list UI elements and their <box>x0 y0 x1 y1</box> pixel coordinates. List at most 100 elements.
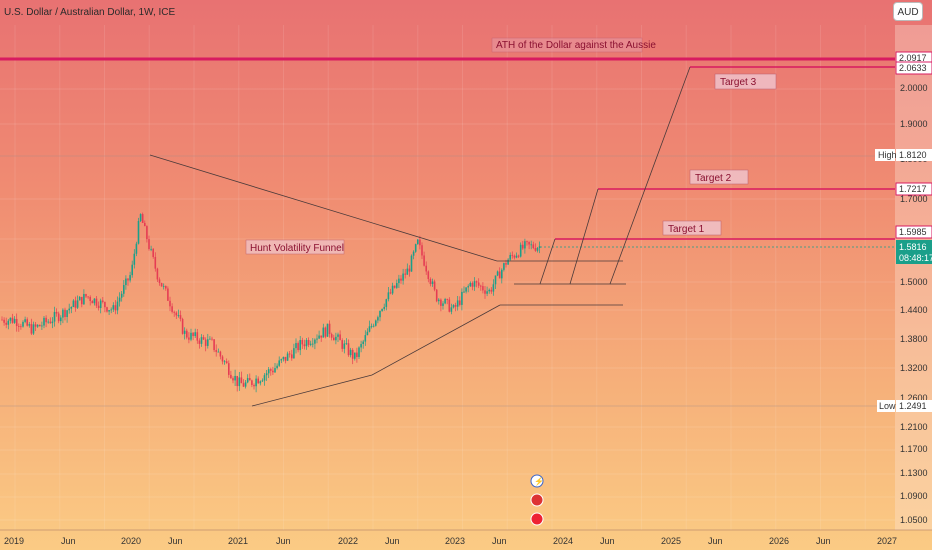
candle-body <box>438 299 440 302</box>
candle-body <box>28 324 31 326</box>
candle-body <box>36 324 39 327</box>
candle-body <box>515 255 518 258</box>
candle-body <box>49 321 52 324</box>
candle-body <box>133 253 136 265</box>
candle-body <box>272 370 274 373</box>
candle-body <box>91 301 94 304</box>
level-lines <box>0 57 895 407</box>
candle-body <box>364 335 367 342</box>
candle-body <box>280 359 283 361</box>
x-tick: 2027 <box>877 536 897 546</box>
candle-body <box>211 338 213 340</box>
candle-body <box>396 283 398 288</box>
candle-body <box>259 381 262 384</box>
x-tick: Jun <box>708 536 723 546</box>
candle-body <box>345 343 348 345</box>
candle-body <box>110 309 112 311</box>
candle-body <box>85 294 87 297</box>
time-axis[interactable]: 2019 Jun 2020 Jun 2021 Jun 2022 Jun 2023… <box>0 529 932 546</box>
y-tick: 1.5000 <box>900 277 928 287</box>
candle-body <box>32 324 35 334</box>
candle-body <box>11 317 14 323</box>
candle-body <box>106 307 108 312</box>
candle-body <box>57 313 60 322</box>
candle-body <box>477 282 480 286</box>
candle-body <box>20 326 22 328</box>
candle-body <box>43 317 45 326</box>
candle-body <box>475 281 478 283</box>
x-tick: Jun <box>61 536 76 546</box>
candle-body <box>177 315 180 316</box>
candle-body <box>372 325 375 327</box>
candle-body <box>137 221 140 244</box>
last-price-tag <box>896 240 932 264</box>
candle-body <box>299 340 301 351</box>
candle-body <box>200 337 203 344</box>
candle-body <box>517 255 520 257</box>
y-tick: 1.2100 <box>900 422 928 432</box>
candle-body <box>1 319 3 321</box>
candle-body <box>51 321 54 324</box>
candle-body <box>87 296 89 298</box>
candle-body <box>450 307 453 312</box>
x-tick: 2019 <box>4 536 24 546</box>
candle-body <box>70 306 73 309</box>
candle-body <box>431 281 434 285</box>
candle-body <box>465 287 467 292</box>
candle-body <box>498 271 501 279</box>
candle-body <box>501 269 503 279</box>
candle-body <box>202 337 205 340</box>
candle-body <box>335 336 337 341</box>
candle-body <box>326 323 329 337</box>
candle-body <box>509 254 511 260</box>
price-axis[interactable]: 2.0000 1.9000 1.8000 1.7000 1.5000 1.440… <box>875 25 932 530</box>
candle-body <box>398 278 400 284</box>
candle-body <box>255 378 257 387</box>
chart-title: U.S. Dollar / Australian Dollar, 1W, ICE <box>4 7 176 18</box>
candle-body <box>469 282 472 287</box>
candle-body <box>83 294 85 305</box>
candle-body <box>104 301 106 308</box>
svg-text:1.5985: 1.5985 <box>899 227 927 237</box>
candle-body <box>524 241 526 249</box>
candle-body <box>305 339 308 347</box>
candle-body <box>494 275 497 285</box>
svg-text:2.0633: 2.0633 <box>899 63 927 73</box>
candle-body <box>301 340 304 345</box>
candle-body <box>303 344 306 347</box>
candle-body <box>410 255 413 272</box>
funnel-lower-line <box>251 304 501 407</box>
candle-body <box>490 289 493 292</box>
candle-body <box>265 373 268 376</box>
candle-body <box>328 323 331 335</box>
x-tick: Jun <box>168 536 183 546</box>
candle-body <box>421 245 423 256</box>
svg-text:⚡: ⚡ <box>534 476 544 486</box>
candle-body <box>225 361 228 364</box>
y-tick: 1.9000 <box>900 119 928 129</box>
candle-body <box>127 278 129 281</box>
candle-body <box>251 380 253 385</box>
target1-price-tag <box>895 225 932 239</box>
candle-body <box>188 337 190 340</box>
candle-body <box>207 339 209 346</box>
y-tick: 2.0000 <box>900 83 928 93</box>
candle-body <box>39 324 41 327</box>
candle-body <box>522 244 524 249</box>
candle-body <box>293 348 295 359</box>
candle-body <box>72 300 75 307</box>
candle-body <box>274 368 276 373</box>
candle-body <box>419 239 421 246</box>
y-tick: 1.3800 <box>900 334 928 344</box>
candle-body <box>150 248 152 250</box>
candle-body <box>223 361 226 363</box>
candle-body <box>171 306 173 312</box>
currency-button[interactable]: AUD <box>893 2 923 21</box>
candle-body <box>471 282 474 287</box>
event-icons[interactable]: ⚡ <box>530 474 544 526</box>
x-tick: 2025 <box>661 536 681 546</box>
candle-body <box>385 299 388 307</box>
flag-icon <box>530 512 544 526</box>
candle-body <box>230 374 232 379</box>
